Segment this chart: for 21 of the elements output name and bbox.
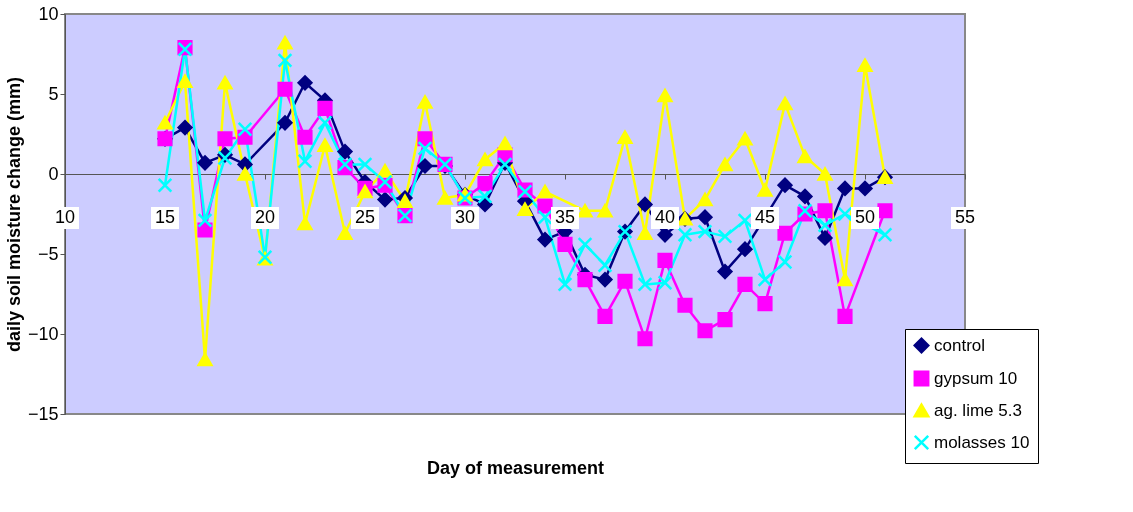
y-tick-label: 5 [48, 83, 59, 104]
legend-label: molasses 10 [934, 432, 1030, 452]
x-tick-label: 50 [854, 207, 876, 227]
x-tick-label: 40 [654, 207, 676, 227]
y-tick-label: −5 [37, 243, 59, 264]
y-tick-label: 0 [48, 163, 59, 184]
x-tick-label: 15 [154, 207, 176, 227]
legend-label: gypsum 10 [934, 368, 1018, 388]
x-tick-label: 30 [454, 207, 476, 227]
y-tick-label: −10 [27, 323, 59, 344]
x-axis-title: Day of measurement [426, 457, 605, 478]
x-tick-label: 55 [954, 207, 976, 227]
legend-label: control [934, 335, 986, 355]
legend-label: ag. lime 5.3 [934, 400, 1022, 420]
x-tick-label: 25 [354, 207, 376, 227]
y-tick-label: −15 [27, 403, 59, 424]
y-tick-label: 10 [38, 3, 59, 24]
y-axis-title: daily soil moisture change (mm) [3, 76, 24, 353]
x-tick-label: 45 [754, 207, 776, 227]
x-tick-label: 20 [254, 207, 276, 227]
x-tick-label: 35 [554, 207, 576, 227]
